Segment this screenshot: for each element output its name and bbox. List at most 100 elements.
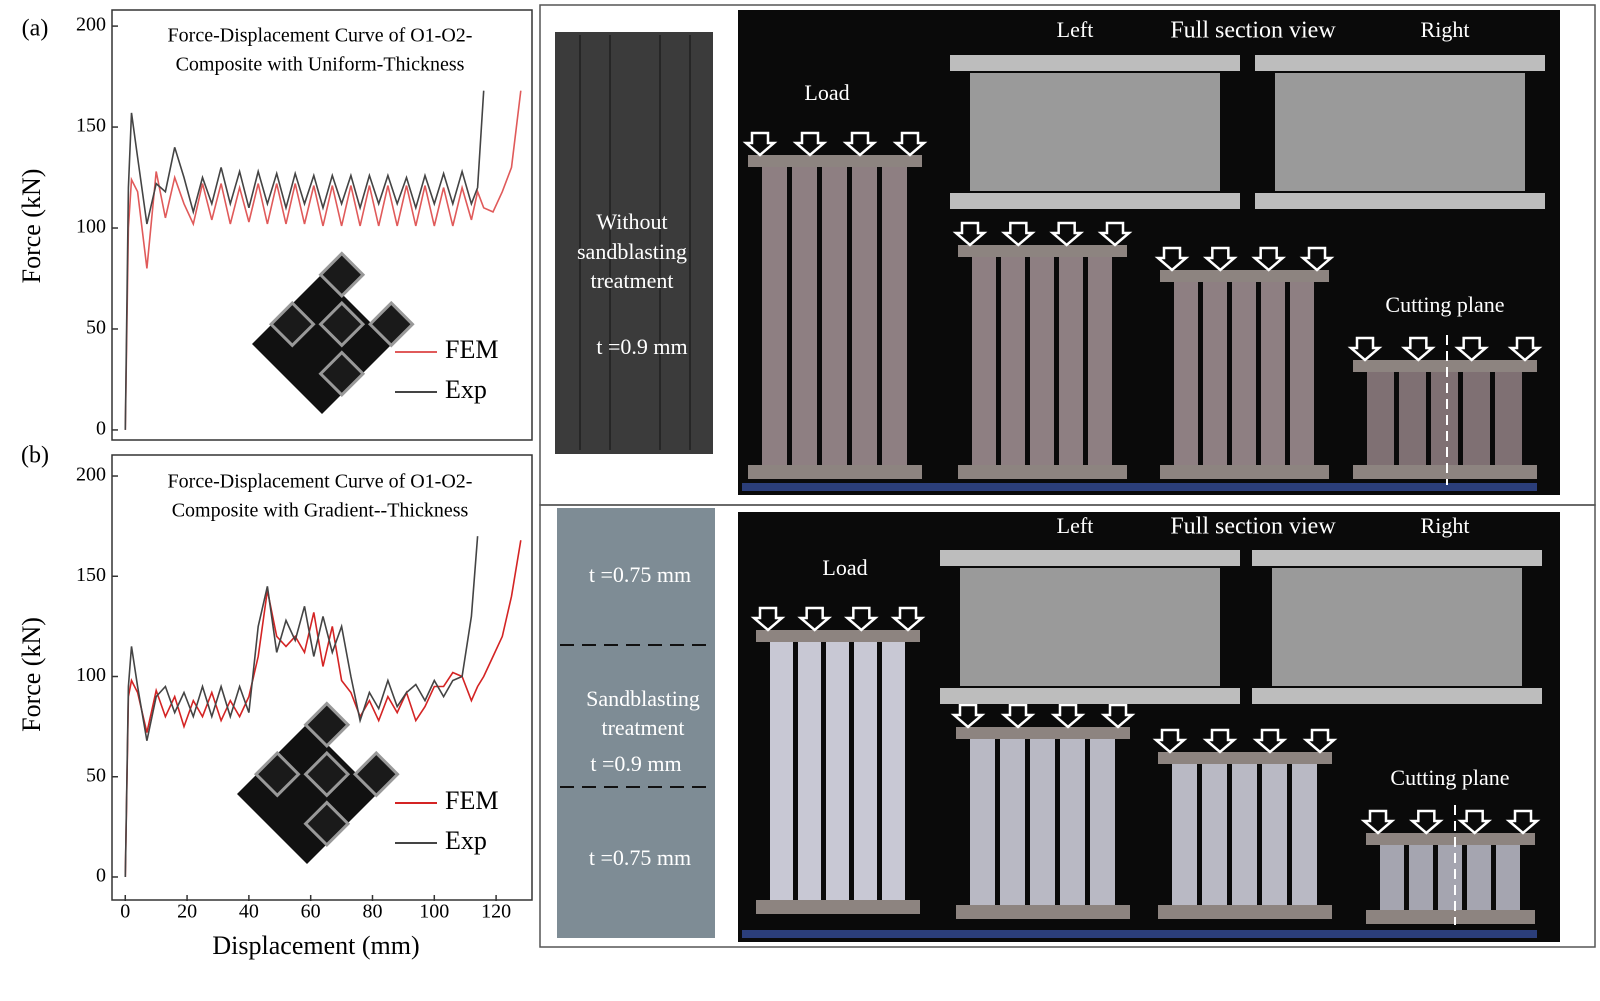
tube: [972, 257, 996, 465]
arrow: [1408, 809, 1444, 835]
x-tick-label: 60: [301, 901, 321, 923]
arrow: [1050, 703, 1086, 729]
tube: [882, 642, 905, 900]
arrow: [1202, 246, 1238, 272]
section-plate: [940, 550, 1240, 566]
cell: [367, 300, 415, 348]
plate: [1160, 270, 1329, 282]
specimen-label: treatment: [590, 268, 673, 293]
specimen-label: Sandblasting: [586, 686, 700, 711]
view-label: Left: [1057, 17, 1094, 42]
arrow: [1347, 336, 1383, 362]
section-plate: [1255, 55, 1545, 71]
section-plate: [1255, 193, 1545, 209]
arrow: [1202, 728, 1238, 754]
tube: [1496, 845, 1520, 910]
section-core: [1275, 73, 1525, 191]
arrow: [1457, 809, 1493, 835]
cell: [303, 701, 351, 749]
panel-label: (b): [21, 443, 49, 469]
y-tick-label: 0: [96, 865, 106, 887]
plate: [748, 155, 922, 167]
plate: [1353, 465, 1537, 479]
tube: [1059, 257, 1083, 465]
cell: [352, 750, 400, 798]
tube: [1001, 257, 1025, 465]
arrow: [1252, 728, 1288, 754]
arrow: [1251, 246, 1287, 272]
arrow: [1507, 336, 1543, 362]
section-core: [970, 73, 1220, 191]
photo-texts: t =0.75 mm Sandblasting treatment t =0.9…: [586, 513, 1509, 870]
arrow: [792, 131, 828, 157]
tube: [826, 642, 849, 900]
x-tick-label: 40: [239, 901, 259, 923]
arrow: [1505, 809, 1541, 835]
y-tick-label: 100: [76, 216, 106, 238]
tube: [854, 642, 877, 900]
arrow: [1299, 246, 1335, 272]
chart-title: Force-Displacement Curve of O1-O2-: [168, 25, 473, 47]
y-tick-label: 200: [76, 14, 106, 36]
tube: [1000, 739, 1025, 905]
arrow: [1400, 336, 1436, 362]
cutting-label: Cutting plane: [1390, 765, 1509, 790]
plate: [958, 465, 1127, 479]
tube: [1367, 372, 1394, 465]
arrow: [1100, 703, 1136, 729]
y-tick-label: 200: [76, 464, 106, 486]
tube: [1030, 257, 1054, 465]
tube: [1261, 282, 1285, 465]
y-tick-label: 50: [86, 764, 106, 786]
cross-section-icon: [237, 701, 400, 864]
specimen-label: sandblasting: [577, 239, 687, 264]
section-plate: [1252, 688, 1542, 704]
tube: [1088, 257, 1112, 465]
plate: [1160, 465, 1329, 479]
photo-texts: Without sandblasting treatment t =0.9 mm…: [577, 17, 1505, 359]
tube: [1232, 764, 1257, 905]
legend-label: FEM: [445, 786, 498, 815]
section-core: [960, 568, 1220, 686]
tube: [882, 167, 907, 465]
x-tick-label: 0: [120, 901, 130, 923]
tube: [1292, 764, 1317, 905]
x-tick-label: 20: [177, 901, 197, 923]
y-axis-label: Force (kN): [17, 617, 46, 732]
section-plate: [940, 688, 1240, 704]
arrow: [1000, 703, 1036, 729]
arrow: [1049, 221, 1085, 247]
arrow: [892, 131, 928, 157]
legend-label: Exp: [445, 826, 487, 855]
thickness-label: t =0.9 mm: [590, 751, 681, 776]
chart-title: Force-Displacement Curve of O1-O2-: [168, 471, 473, 493]
section-plate: [950, 55, 1240, 71]
base: [742, 483, 1537, 491]
cell: [318, 300, 366, 348]
x-tick-label: 120: [481, 901, 511, 923]
chart-frame: [111, 9, 533, 441]
cell: [318, 251, 366, 299]
arrow: [1000, 221, 1036, 247]
y-tick-label: 50: [86, 317, 106, 339]
arrow: [1154, 246, 1190, 272]
series-line: [124, 536, 479, 878]
tube: [970, 739, 995, 905]
load-label: Load: [804, 80, 849, 105]
arrow: [843, 606, 879, 632]
thickness-label: t =0.9 mm: [596, 334, 687, 359]
section-core: [1272, 568, 1522, 686]
photo-frame: [539, 504, 1596, 948]
arrow: [842, 131, 878, 157]
plate: [756, 900, 920, 914]
specimen-edges: [579, 35, 691, 450]
plate: [1158, 752, 1332, 764]
section-plate: [1252, 550, 1542, 566]
series-line: [124, 90, 522, 430]
tube: [852, 167, 877, 465]
cell: [303, 800, 351, 848]
view-label: Right: [1421, 513, 1470, 538]
cell: [268, 300, 316, 348]
cross-shape: [252, 274, 392, 414]
